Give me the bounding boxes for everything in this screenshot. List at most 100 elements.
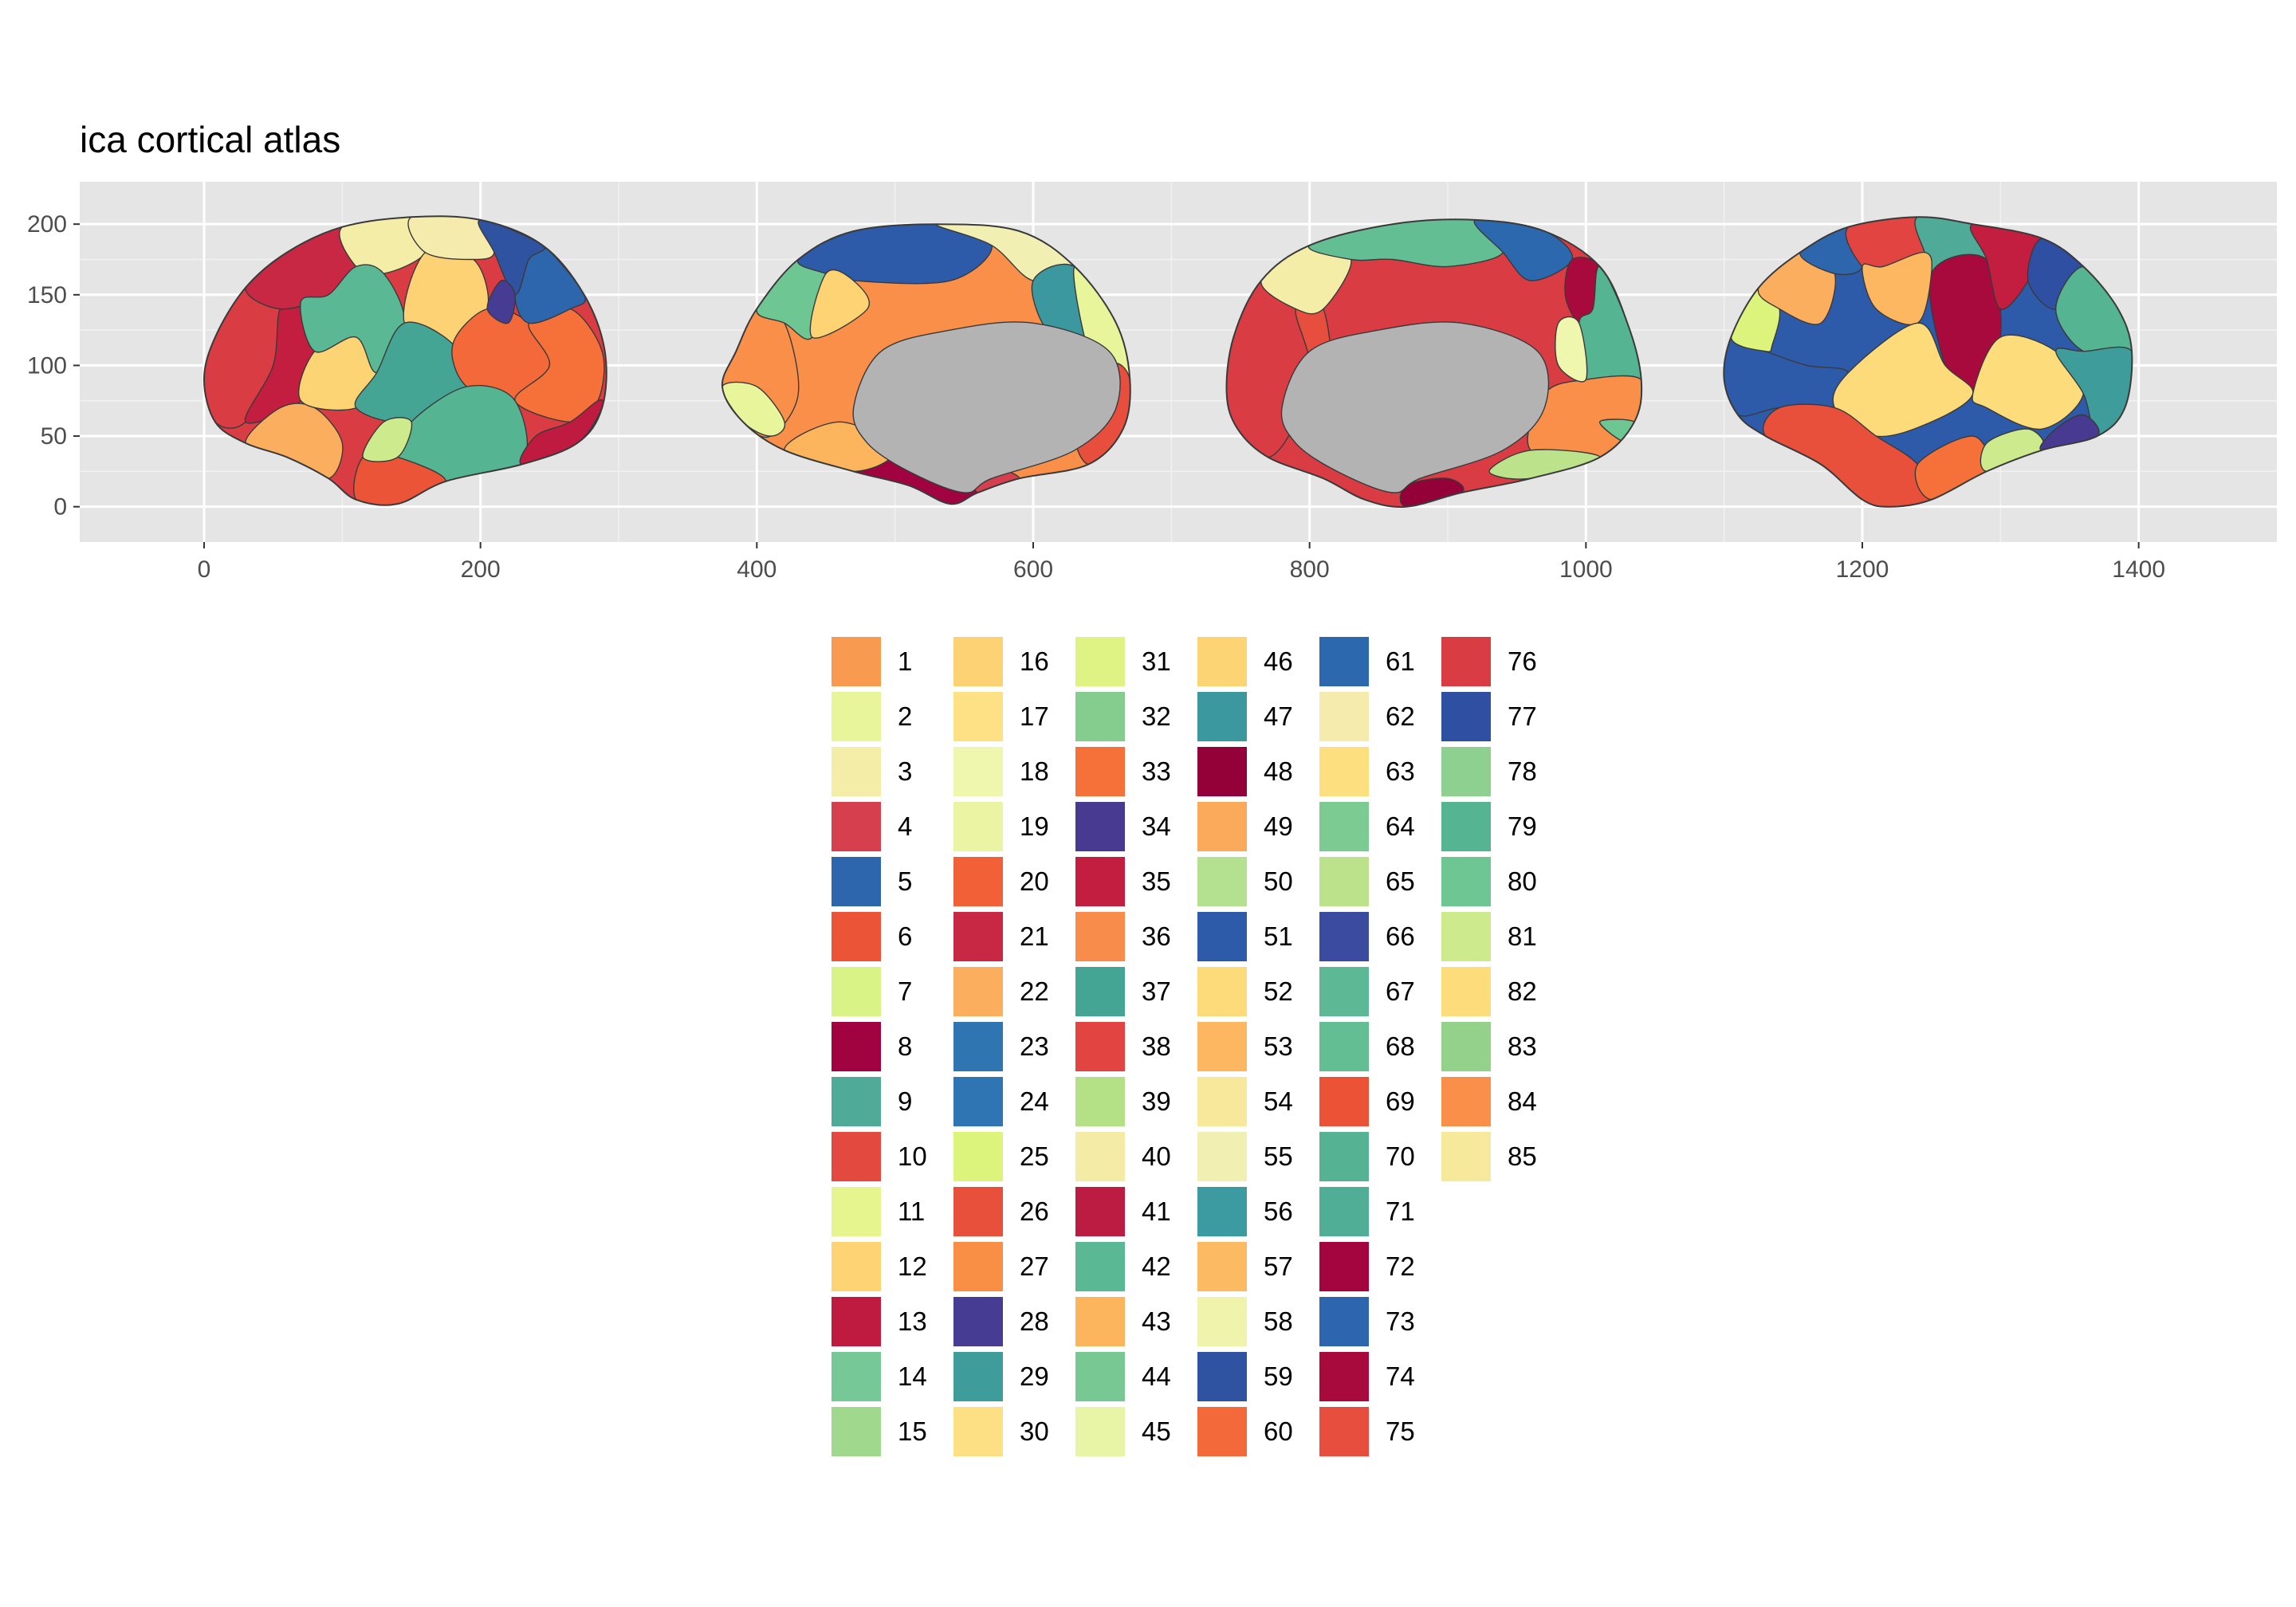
legend-label: 14 xyxy=(898,1361,927,1391)
legend-label: 77 xyxy=(1508,701,1537,731)
legend-label: 17 xyxy=(1020,701,1049,731)
legend-key-73 xyxy=(1317,1295,1371,1349)
legend-label: 36 xyxy=(1142,921,1171,951)
legend-label: 26 xyxy=(1020,1196,1049,1226)
legend-label: 11 xyxy=(898,1196,926,1226)
legend-key-84 xyxy=(1439,1075,1493,1129)
legend-key-1 xyxy=(829,635,883,689)
legend-key-58 xyxy=(1195,1295,1249,1349)
legend-key-60 xyxy=(1195,1405,1249,1459)
legend-label: 72 xyxy=(1386,1251,1415,1281)
legend-label: 20 xyxy=(1020,866,1049,896)
legend-key-50 xyxy=(1195,855,1249,909)
legend-key-77 xyxy=(1439,690,1493,744)
legend-label: 81 xyxy=(1508,921,1537,951)
legend-label: 2 xyxy=(898,701,913,731)
legend-label: 40 xyxy=(1142,1141,1171,1171)
legend-key-22 xyxy=(951,965,1005,1019)
region-61 xyxy=(1473,219,1573,281)
legend-label: 21 xyxy=(1020,921,1049,951)
legend-key-8 xyxy=(829,1020,883,1074)
hemisphere-outline xyxy=(1723,216,2133,508)
legend-label: 34 xyxy=(1142,811,1171,841)
legend-label: 63 xyxy=(1386,756,1415,786)
legend-label: 74 xyxy=(1386,1361,1415,1391)
legend-label: 75 xyxy=(1386,1416,1415,1446)
legend-key-46 xyxy=(1195,635,1249,689)
legend-label: 23 xyxy=(1020,1031,1049,1061)
legend-label: 30 xyxy=(1020,1416,1049,1446)
legend-key-19 xyxy=(951,800,1005,854)
legend-label: 45 xyxy=(1142,1416,1171,1446)
legend-label: 65 xyxy=(1386,866,1415,896)
legend-key-34 xyxy=(1073,800,1127,854)
legend-label: 13 xyxy=(898,1306,927,1336)
legend-key-40 xyxy=(1073,1130,1127,1184)
legend-label: 46 xyxy=(1264,646,1293,676)
legend-label: 4 xyxy=(898,811,913,841)
legend-label: 41 xyxy=(1142,1196,1171,1226)
legend-key-66 xyxy=(1317,910,1371,964)
legend-label: 55 xyxy=(1264,1141,1293,1171)
legend-key-15 xyxy=(829,1405,883,1459)
legend-key-49 xyxy=(1195,800,1249,854)
legend-label: 58 xyxy=(1264,1306,1293,1336)
legend-label: 57 xyxy=(1264,1251,1293,1281)
legend-label: 19 xyxy=(1020,811,1049,841)
x-tick-label: 600 xyxy=(1013,556,1053,583)
legend-key-54 xyxy=(1195,1075,1249,1129)
legend-label: 35 xyxy=(1142,866,1171,896)
legend-key-48 xyxy=(1195,745,1249,799)
legend-key-64 xyxy=(1317,800,1371,854)
x-tick-label: 1000 xyxy=(1559,556,1613,583)
legend-key-72 xyxy=(1317,1240,1371,1294)
axes: 0 200 400 600 800 1000 1200 1400 0 50 100 150 200 xyxy=(27,211,2165,583)
legend-key-32 xyxy=(1073,690,1127,744)
legend-label: 69 xyxy=(1386,1086,1415,1116)
legend-key-69 xyxy=(1317,1075,1371,1129)
legend-label: 61 xyxy=(1386,646,1415,676)
legend-label: 7 xyxy=(898,976,913,1006)
legend-label: 9 xyxy=(898,1086,913,1116)
legend-key-53 xyxy=(1195,1020,1249,1074)
legend-key-65 xyxy=(1317,855,1371,909)
legend-key-9 xyxy=(829,1075,883,1129)
legend-label: 56 xyxy=(1264,1196,1293,1226)
left-medial-view xyxy=(721,223,1131,505)
legend-key-57 xyxy=(1195,1240,1249,1294)
legend-key-51 xyxy=(1195,910,1249,964)
legend-key-38 xyxy=(1073,1020,1127,1074)
legend-label: 47 xyxy=(1264,701,1293,731)
legend-label: 82 xyxy=(1508,976,1537,1006)
legend-label: 15 xyxy=(898,1416,927,1446)
legend-key-26 xyxy=(951,1185,1005,1239)
legend-key-4 xyxy=(829,800,883,854)
x-tick-label: 200 xyxy=(461,556,501,583)
legend-label: 51 xyxy=(1264,921,1293,951)
legend-label: 12 xyxy=(898,1251,927,1281)
legend-label: 73 xyxy=(1386,1306,1415,1336)
legend-key-82 xyxy=(1439,965,1493,1019)
right-lateral-view xyxy=(1723,216,2133,508)
legend-key-12 xyxy=(829,1240,883,1294)
legend-label: 5 xyxy=(898,866,913,896)
legend-label: 39 xyxy=(1142,1086,1171,1116)
legend-key-81 xyxy=(1439,910,1493,964)
chart-title: ica cortical atlas xyxy=(80,119,341,160)
x-tick-label: 1400 xyxy=(2112,556,2165,583)
legend-key-10 xyxy=(829,1130,883,1184)
legend-label: 54 xyxy=(1264,1086,1293,1116)
legend-key-33 xyxy=(1073,745,1127,799)
legend-label: 38 xyxy=(1142,1031,1171,1061)
y-tick-label: 200 xyxy=(27,211,67,238)
legend-label: 25 xyxy=(1020,1141,1049,1171)
legend-key-74 xyxy=(1317,1350,1371,1404)
legend-key-35 xyxy=(1073,855,1127,909)
x-tick-label: 400 xyxy=(737,556,776,583)
legend-key-67 xyxy=(1317,965,1371,1019)
right-medial-view xyxy=(1225,218,1643,508)
legend-key-70 xyxy=(1317,1130,1371,1184)
medial-wall xyxy=(852,321,1121,493)
